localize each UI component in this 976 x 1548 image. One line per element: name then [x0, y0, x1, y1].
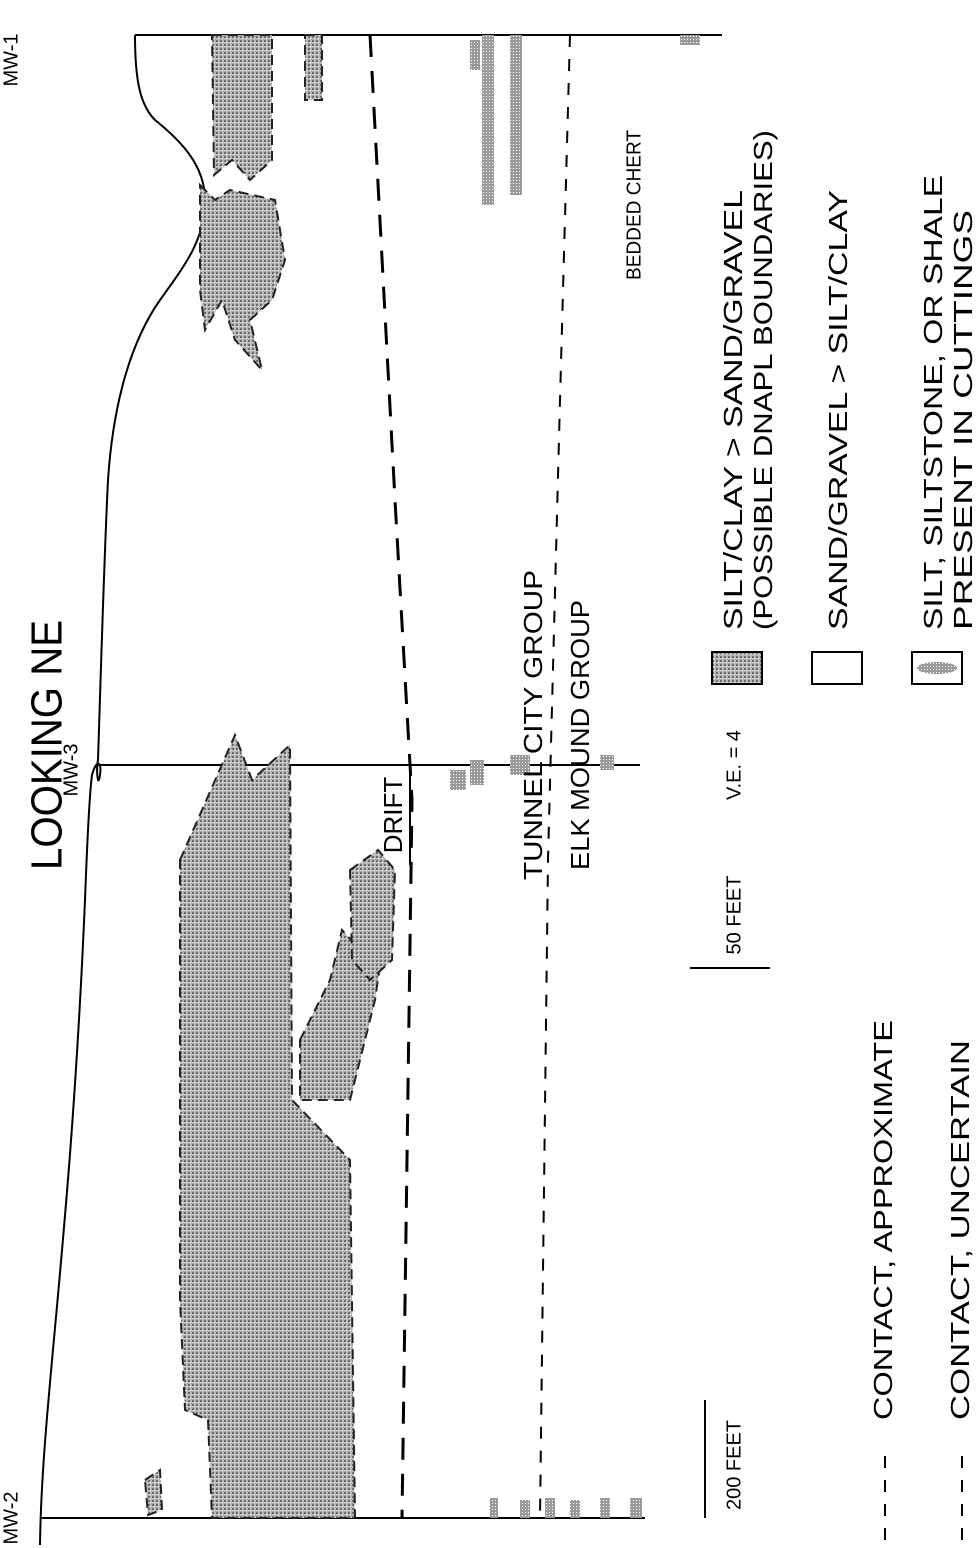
legend-label: PRESENT IN CUTTINGS [948, 210, 976, 630]
title: LOOKING NE [23, 620, 72, 870]
unit-label: TUNNEL CITY GROUP [518, 570, 548, 880]
well-label: MW-1 [0, 34, 22, 87]
scale-label: V.E. = 4 [723, 730, 745, 800]
unit-label: DRIFT [378, 777, 408, 854]
contact-approximate [370, 35, 412, 1518]
legend-swatch [917, 662, 957, 674]
silt-clay-zone [350, 850, 395, 980]
unit-label: BEDDED CHERT [623, 130, 645, 280]
silt-clay-zone [145, 1470, 162, 1515]
silt-clay-zone [180, 735, 355, 1518]
legend-label: (POSSIBLE DNAPL BOUNDARIES) [748, 130, 778, 630]
legend-label: SAND/GRAVEL > SILT/CLAY [823, 190, 853, 630]
legend-label: CONTACT, APPROXIMATE [868, 1020, 898, 1420]
legend-swatch [812, 652, 862, 684]
scale-label: 200 FEET [723, 1420, 745, 1510]
legend-label: SILT/CLAY > SAND/GRAVEL [718, 190, 748, 630]
silt-clay-zone [212, 35, 272, 180]
silt-clay-zone [200, 185, 285, 370]
legend-label: SILT, SILTSTONE, OR SHALE [918, 175, 948, 630]
legend-label: CONTACT, UNCERTAIN [945, 1040, 975, 1420]
unit-label: ELK MOUND GROUP [565, 600, 595, 870]
silt-clay-zone [305, 35, 322, 100]
legend-swatch [712, 652, 762, 684]
cross-section: MW-1 MW-3 MW-2 LOOKING NE DRIFT TUNNEL C… [0, 0, 976, 1548]
well-label: MW-2 [0, 1492, 22, 1545]
scale-label: 50 FEET [723, 876, 745, 955]
